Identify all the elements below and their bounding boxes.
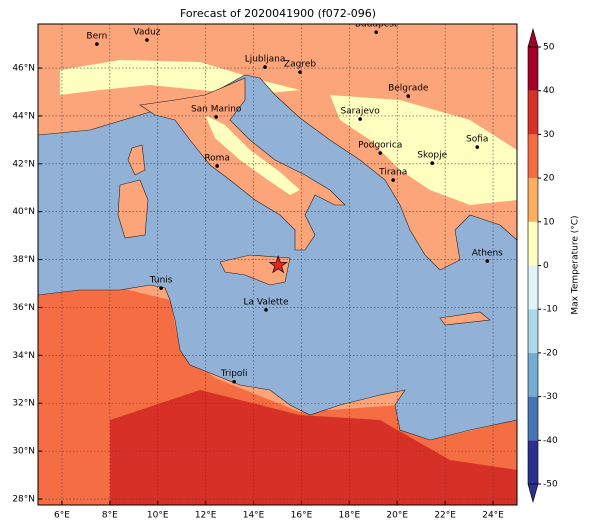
colorbar-band	[528, 440, 538, 484]
x-tick-label: 6°E	[54, 511, 70, 521]
city-dot	[264, 308, 268, 312]
y-tick-label: 28°N	[12, 495, 35, 505]
y-tick-label: 32°N	[12, 399, 35, 409]
colorbar-band	[528, 134, 538, 179]
colorbar-band	[528, 265, 538, 310]
colorbar-tick-label: -40	[543, 436, 558, 446]
y-tick-label: 30°N	[12, 447, 35, 457]
city-dot	[378, 151, 383, 155]
x-tick-label: 22°E	[434, 511, 456, 521]
y-tick-label: 44°N	[12, 111, 35, 121]
city-dot	[374, 30, 378, 34]
city-dot	[95, 42, 99, 46]
city-label: Bern	[86, 32, 107, 42]
sardinia	[117, 179, 149, 239]
city-dot	[298, 70, 302, 74]
colorbar-tick-label: 50	[543, 43, 555, 53]
crete	[439, 311, 491, 326]
colorbar-band	[528, 178, 538, 222]
city-dot	[358, 117, 362, 121]
city-label: Vaduz	[133, 28, 160, 38]
colorbar-tick-label: -20	[543, 348, 558, 358]
location-star	[268, 255, 288, 274]
colorbar-band	[528, 47, 538, 91]
colorbar-band	[528, 352, 538, 397]
city-label: San Marino	[191, 104, 242, 114]
x-tick-label: 10°E	[147, 511, 169, 521]
city-label: Podgorica	[358, 141, 402, 151]
colorbar-tick-label: 20	[543, 174, 555, 184]
y-tick-label: 46°N	[12, 64, 35, 74]
city-dot	[485, 259, 490, 263]
colorbar-tick-label: 10	[543, 217, 555, 227]
city-label: Tripoli	[220, 369, 248, 379]
colorbar-tick-label: 0	[543, 261, 549, 271]
colorbar-band	[528, 221, 538, 266]
x-tick-label: 20°E	[386, 511, 408, 521]
city-dot	[406, 94, 411, 98]
x-tick-label: 18°E	[339, 511, 361, 521]
city-dot	[145, 38, 149, 42]
zone	[110, 390, 517, 505]
colorbar-band	[528, 309, 538, 353]
y-tick-label: 40°N	[12, 207, 35, 217]
city-label: Skopje	[417, 151, 447, 161]
colorbar-band	[528, 396, 538, 441]
x-tick-label: 12°E	[195, 511, 217, 521]
x-tick-label: 14°E	[243, 511, 265, 521]
city-dot	[214, 115, 218, 119]
city-dot	[159, 286, 163, 290]
city-dot	[475, 145, 480, 149]
zone	[330, 95, 517, 205]
colorbar-tick-label: -30	[543, 392, 558, 402]
x-tick-label: 8°E	[102, 511, 118, 521]
city-dot	[232, 379, 236, 384]
city-label: Belgrade	[388, 84, 429, 94]
city-dot	[215, 164, 219, 168]
city-label: Zagreb	[284, 60, 316, 70]
colorbar-tick-label: 30	[543, 130, 555, 140]
x-tick-label: 24°E	[482, 511, 504, 521]
map-frame	[37, 23, 518, 506]
city-label: Tunis	[149, 276, 173, 286]
colorbar-extend	[527, 27, 539, 48]
city-label: Roma	[204, 153, 230, 163]
city-label: Budapest	[355, 20, 398, 30]
colorbar-label: Max Temperature (°C)	[571, 215, 581, 314]
city-label: Ljubljana	[245, 55, 286, 65]
y-tick-label: 36°N	[12, 303, 35, 313]
city-label: La Valette	[244, 297, 289, 307]
x-tick-label: 16°E	[291, 511, 313, 521]
city-dot	[391, 178, 395, 182]
city-label: Tirana	[378, 168, 407, 178]
colorbar-extend	[527, 483, 539, 504]
colorbar-band	[528, 90, 538, 135]
zone	[205, 115, 300, 195]
colorbar-tick-label: -50	[543, 480, 558, 490]
y-tick-label: 42°N	[12, 159, 35, 169]
colorbar-tick-label: 40	[543, 86, 555, 96]
y-tick-label: 38°N	[12, 255, 35, 265]
title: Forecast of 2020041900 (f072-096)	[180, 7, 376, 20]
corsica	[127, 144, 146, 176]
city-label: Sofia	[466, 135, 488, 145]
city-label: Athens	[472, 249, 503, 259]
city-dot	[263, 65, 267, 69]
colorbar-tick-label: -10	[543, 305, 558, 315]
y-tick-label: 34°N	[12, 351, 35, 361]
city-label: Sarajevo	[340, 107, 380, 117]
city-dot	[430, 161, 435, 165]
